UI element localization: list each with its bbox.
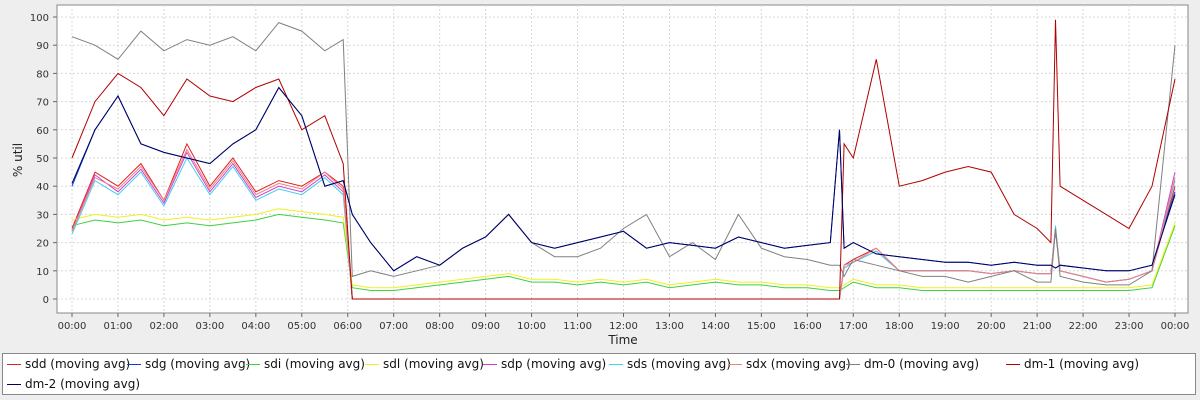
legend-swatch — [728, 364, 742, 365]
series-line-dm-2 — [71, 86, 1176, 272]
x-tick-label: 06:00 — [333, 321, 362, 332]
grid — [57, 5, 1188, 313]
x-tick-label: 21:00 — [1023, 321, 1052, 332]
legend-swatch — [7, 364, 21, 365]
y-axis: 0 10 20 30 40 50 60 70 80 90 100 — [30, 13, 57, 306]
legend-label: sdl (moving avg) — [383, 357, 484, 371]
x-axis-label: Time — [607, 333, 637, 347]
legend-item: dm-1 (moving avg) — [1006, 357, 1139, 371]
series-lines — [71, 19, 1176, 300]
x-tick-label: 11:00 — [563, 321, 592, 332]
legend-swatch — [127, 364, 141, 365]
legend-swatch — [1006, 364, 1020, 365]
y-tick-label: 10 — [36, 267, 49, 278]
x-tick-label: 01:00 — [104, 321, 133, 332]
legend-item: dm-2 (moving avg) — [7, 377, 140, 391]
legend-item: sdd (moving avg) — [7, 357, 130, 371]
legend-item: sdx (moving avg) — [728, 357, 851, 371]
legend-swatch — [483, 364, 497, 365]
x-tick-label: 17:00 — [839, 321, 868, 332]
y-tick-label: 60 — [36, 126, 49, 137]
legend-label: dm-0 (moving avg) — [864, 357, 980, 371]
x-tick-label: 23:00 — [1115, 321, 1144, 332]
legend-swatch — [246, 364, 260, 365]
x-axis: 00:00 01:00 02:00 03:00 04:00 05:00 06:00 07:00… — [58, 313, 1190, 332]
y-tick-label: 30 — [36, 210, 49, 221]
legend-swatch — [365, 364, 379, 365]
legend-label: sdp (moving avg) — [501, 357, 607, 371]
x-tick-label: 03:00 — [195, 321, 224, 332]
x-tick-label: 09:00 — [471, 321, 500, 332]
line-chart: 0 10 20 30 40 50 60 70 80 90 100 00:00 01:00 02:00 03… — [11, 4, 1190, 347]
legend-label: dm-1 (moving avg) — [1024, 357, 1140, 371]
x-tick-label: 08:00 — [425, 321, 454, 332]
x-tick-label: 16:00 — [793, 321, 822, 332]
legend-label: sdi (moving avg) — [264, 357, 365, 371]
legend-label: sdd (moving avg) — [25, 357, 131, 371]
legend-item: sdl (moving avg) — [365, 357, 484, 371]
x-tick-label: 00:00 — [1161, 321, 1190, 332]
y-tick-label: 80 — [36, 69, 49, 80]
y-tick-label: 100 — [30, 13, 49, 24]
series-line-sdl — [71, 208, 1176, 289]
series-line-sdi — [71, 213, 1176, 291]
y-tick-label: 70 — [36, 98, 49, 109]
series-line-dm-0 — [71, 22, 1176, 286]
legend-item: dm-0 (moving avg) — [846, 357, 979, 371]
x-tick-label: 07:00 — [379, 321, 408, 332]
legend-swatch — [846, 364, 860, 365]
x-tick-label: 00:00 — [58, 321, 87, 332]
legend-swatch — [609, 364, 623, 365]
legend-label: sds (moving avg) — [627, 357, 731, 371]
legend: sdd (moving avg) sdg (moving avg) sdi (mov… — [2, 353, 1196, 395]
x-tick-label: 04:00 — [241, 321, 270, 332]
legend-label: sdg (moving avg) — [145, 357, 251, 371]
x-tick-label: 05:00 — [287, 321, 316, 332]
y-tick-label: 40 — [36, 182, 49, 193]
x-tick-label: 19:00 — [931, 321, 960, 332]
x-tick-label: 20:00 — [977, 321, 1006, 332]
x-tick-label: 02:00 — [150, 321, 179, 332]
x-tick-label: 15:00 — [747, 321, 776, 332]
x-tick-label: 14:00 — [701, 321, 730, 332]
y-tick-label: 20 — [36, 239, 49, 250]
legend-item: sdp (moving avg) — [483, 357, 606, 371]
y-tick-label: 50 — [36, 154, 49, 165]
x-tick-label: 10:00 — [517, 321, 546, 332]
x-tick-label: 12:00 — [609, 321, 638, 332]
x-tick-label: 18:00 — [885, 321, 914, 332]
legend-label: sdx (moving avg) — [746, 357, 851, 371]
y-tick-label: 0 — [43, 295, 49, 306]
y-axis-label: % util — [11, 143, 25, 177]
legend-item: sdi (moving avg) — [246, 357, 365, 371]
legend-label: dm-2 (moving avg) — [25, 377, 141, 391]
legend-swatch — [7, 384, 21, 385]
x-tick-label: 22:00 — [1069, 321, 1098, 332]
series-line-dm-1 — [71, 19, 1176, 300]
legend-item: sds (moving avg) — [609, 357, 731, 371]
y-tick-label: 90 — [36, 41, 49, 52]
x-tick-label: 13:00 — [655, 321, 684, 332]
plot-background — [56, 4, 1189, 314]
legend-item: sdg (moving avg) — [127, 357, 250, 371]
